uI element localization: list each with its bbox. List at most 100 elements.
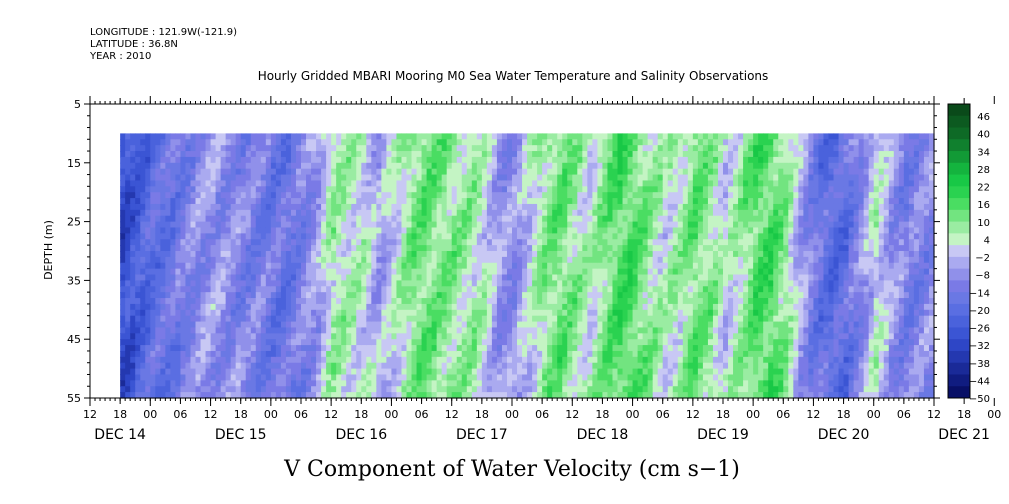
heatmap-cell <box>356 180 362 187</box>
heatmap-cell <box>647 262 654 270</box>
heatmap-cell <box>396 251 403 258</box>
heatmap-cell <box>125 298 131 305</box>
heatmap-cell <box>175 321 182 329</box>
heatmap-cell <box>537 180 543 187</box>
heatmap-cell <box>637 209 644 217</box>
heatmap-cell <box>662 245 669 252</box>
heatmap-cell <box>386 262 393 270</box>
heatmap-cell <box>547 251 553 258</box>
heatmap-cell <box>326 209 332 217</box>
heatmap-cell <box>647 392 654 399</box>
heatmap-cell <box>195 356 202 364</box>
heatmap-cell <box>466 362 473 370</box>
heatmap-cell <box>552 145 558 152</box>
heatmap-cell <box>285 251 292 258</box>
heatmap-cell <box>280 139 287 146</box>
heatmap-cell <box>301 333 307 340</box>
heatmap-cell <box>391 333 398 340</box>
heatmap-cell <box>275 133 282 140</box>
heatmap-cell <box>547 239 553 246</box>
heatmap-cell <box>160 198 166 205</box>
heatmap-cell <box>240 221 247 229</box>
heatmap-cell <box>446 309 453 317</box>
heatmap-cell <box>240 174 247 182</box>
heatmap-cell <box>190 245 197 252</box>
heatmap-cell <box>431 262 438 270</box>
heatmap-cell <box>220 151 227 158</box>
heatmap-cell <box>341 186 347 193</box>
heatmap-cell <box>486 274 493 281</box>
heatmap-cell <box>386 133 393 140</box>
heatmap-cell <box>517 168 523 176</box>
heatmap-cell <box>421 274 428 281</box>
heatmap-cell <box>572 392 578 399</box>
heatmap-cell <box>165 380 171 387</box>
heatmap-cell <box>421 215 428 223</box>
heatmap-cell <box>597 339 604 346</box>
heatmap-cell <box>557 368 563 376</box>
heatmap-cell <box>235 162 242 170</box>
heatmap-cell <box>542 151 548 158</box>
heatmap-cell <box>481 333 488 340</box>
heatmap-cell <box>416 139 423 146</box>
heatmap-cell <box>471 156 478 164</box>
heatmap-cell <box>316 280 322 287</box>
heatmap-cell <box>537 280 543 287</box>
heatmap-cell <box>471 186 478 193</box>
heatmap-cell <box>657 215 664 223</box>
heatmap-cell <box>225 233 232 240</box>
heatmap-cell <box>160 174 166 182</box>
heatmap-cell <box>210 315 217 323</box>
heatmap-cell <box>532 256 538 264</box>
heatmap-cell <box>592 133 598 140</box>
heatmap-cell <box>617 380 624 387</box>
heatmap-cell <box>205 368 212 376</box>
heatmap-cell <box>406 174 413 182</box>
heatmap-cell <box>170 298 176 305</box>
heatmap-cell <box>195 256 202 264</box>
heatmap-cell <box>135 162 141 170</box>
heatmap-cell <box>406 245 413 252</box>
heatmap-cell <box>165 203 171 211</box>
heatmap-cell <box>150 251 156 258</box>
heatmap-cell <box>577 162 583 170</box>
heatmap-cell <box>411 233 418 240</box>
heatmap-cell <box>456 186 463 193</box>
heatmap-cell <box>386 198 393 205</box>
heatmap-cell <box>280 133 287 140</box>
heatmap-cell <box>150 192 156 199</box>
heatmap-cell <box>587 298 593 305</box>
heatmap-cell <box>476 386 483 393</box>
heatmap-cell <box>120 233 126 240</box>
heatmap-cell <box>411 256 418 264</box>
heatmap-cell <box>205 362 212 370</box>
heatmap-cell <box>200 309 207 317</box>
heatmap-cell <box>532 215 538 223</box>
heatmap-cell <box>587 392 593 399</box>
heatmap-cell <box>572 251 578 258</box>
heatmap-cell <box>667 356 674 364</box>
heatmap-cell <box>175 174 182 182</box>
heatmap-cell <box>280 227 287 234</box>
heatmap-cell <box>245 356 252 364</box>
heatmap-cell <box>125 133 131 140</box>
heatmap-cell <box>396 374 403 381</box>
heatmap-cell <box>652 133 659 140</box>
heatmap-cell <box>220 233 227 240</box>
heatmap-cell <box>597 145 604 152</box>
heatmap-cell <box>637 186 644 193</box>
heatmap-cell <box>481 350 488 358</box>
heatmap-cell <box>341 151 347 158</box>
heatmap-cell <box>346 262 352 270</box>
heatmap-cell <box>456 350 463 358</box>
heatmap-cell <box>657 386 664 393</box>
heatmap-cell <box>667 339 674 346</box>
heatmap-cell <box>567 209 573 217</box>
heatmap-cell <box>220 145 227 152</box>
heatmap-cell <box>250 227 257 234</box>
heatmap-cell <box>506 309 513 317</box>
heatmap-cell <box>431 192 438 199</box>
heatmap-cell <box>416 327 423 334</box>
heatmap-cell <box>215 303 222 311</box>
heatmap-cell <box>401 374 408 381</box>
